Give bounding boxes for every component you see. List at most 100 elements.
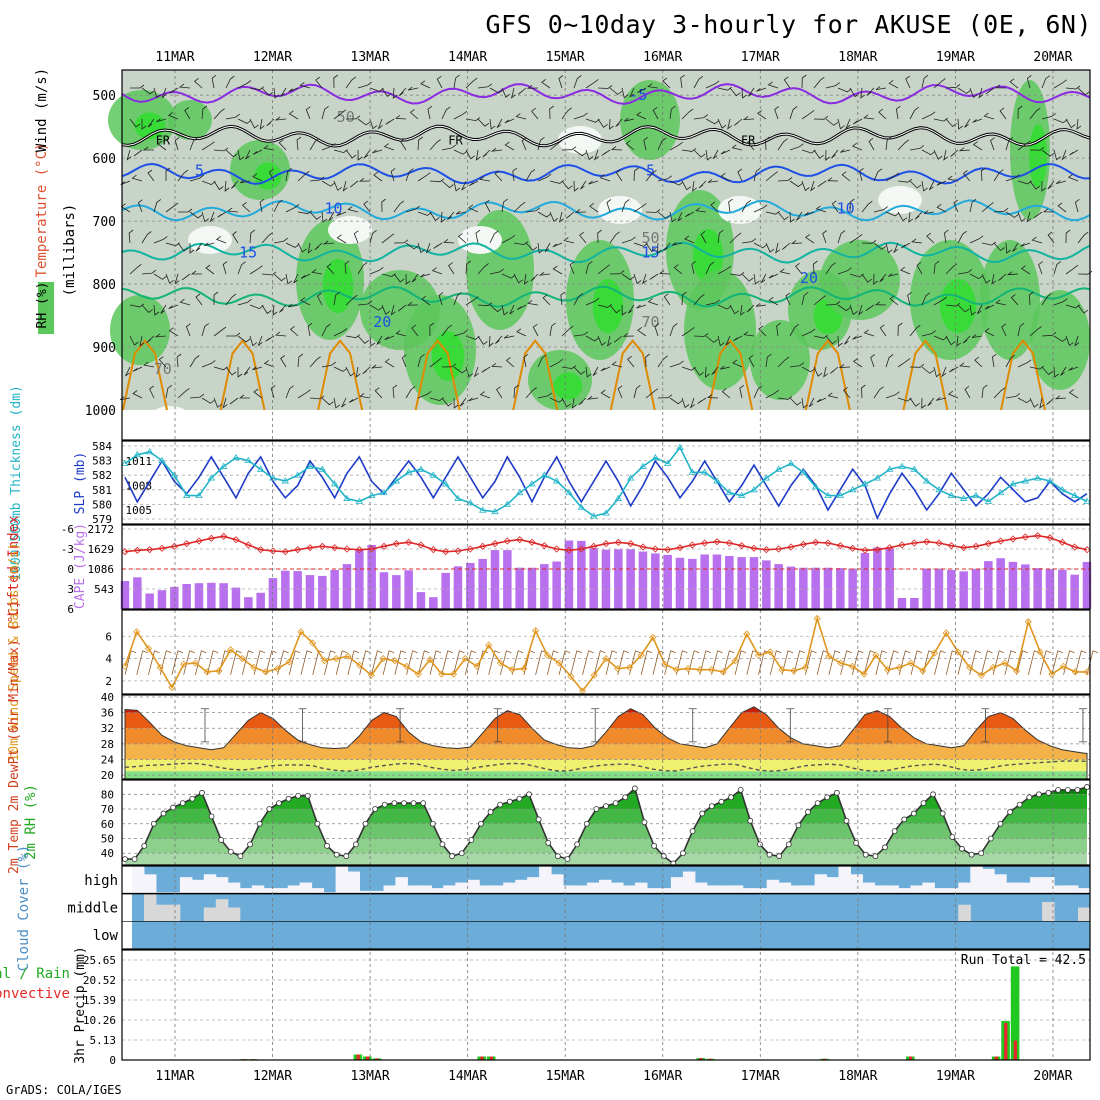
- wind-barb: [201, 141, 215, 151]
- rh-saturated-area: [940, 279, 976, 333]
- thickness-line-point: [404, 468, 413, 475]
- rh-line-point: [189, 795, 196, 802]
- rh-line-point: [583, 820, 590, 827]
- wind-barb: [647, 83, 659, 89]
- cloud-cell: [167, 904, 181, 922]
- wind-barb: [393, 273, 405, 283]
- wind-barb: [627, 355, 635, 368]
- pressure-tick-label: 800: [93, 278, 116, 293]
- wind-barb: [273, 273, 286, 282]
- rh2m-axis-label: 2m RH (%): [23, 784, 39, 860]
- wind-barb: [728, 198, 733, 213]
- wind-speed-line-point: [696, 666, 704, 674]
- wind-barb: [425, 242, 431, 254]
- wind10m-axis-label: 10m Wind Speed & Barbs (m/s): [7, 542, 22, 761]
- temp-tick-label: 40: [101, 691, 114, 704]
- li-line-point: [528, 538, 536, 546]
- wind-barb: [1041, 180, 1047, 192]
- wind-barb: [429, 139, 441, 151]
- panel-frame: [121, 865, 1091, 950]
- li-line-point: [207, 534, 215, 542]
- wind-barb: [984, 304, 995, 310]
- wind-barb: [657, 394, 673, 399]
- cape-bar: [1008, 561, 1018, 609]
- cape-bar: [897, 598, 907, 609]
- rh-line-point: [814, 800, 821, 807]
- wind-barb: [699, 650, 712, 675]
- rh-line-point: [1064, 786, 1071, 793]
- cloud-cell: [491, 885, 504, 894]
- wind-barb: [532, 323, 539, 337]
- cloud-cell: [658, 888, 672, 894]
- wind-barb: [705, 366, 710, 378]
- thickness-line-point: [219, 462, 228, 469]
- li-line-point: [491, 540, 499, 548]
- li-line-point: [577, 545, 585, 553]
- wind-barb: [397, 304, 407, 312]
- wind-barb: [1029, 146, 1045, 151]
- cape-bar: [120, 581, 130, 609]
- wind-speed-line-point: [532, 627, 540, 635]
- wind-barb: [593, 149, 599, 161]
- wind-barb: [1009, 78, 1019, 89]
- temperature-axis-label: Temperature (°C): [34, 143, 50, 278]
- wind-barb: [885, 391, 900, 399]
- wind-barb: [813, 366, 823, 377]
- wind-barb: [633, 384, 641, 399]
- wind-barb: [921, 330, 936, 337]
- wind-barb: [831, 149, 839, 159]
- li-line-point: [170, 542, 178, 550]
- precip-tick-label: 25.65: [83, 954, 116, 967]
- wind-barb: [573, 292, 584, 306]
- wind-barb: [477, 302, 493, 307]
- rh-line-point: [651, 842, 657, 849]
- wind-barb: [643, 136, 649, 151]
- cape-bar: [342, 564, 352, 609]
- wind-speed-line-point: [614, 665, 622, 673]
- rh-line-point: [833, 789, 840, 796]
- wind-barb: [249, 118, 259, 129]
- wind-barb: [801, 397, 808, 409]
- date-label-bottom: 17MAR: [741, 1069, 780, 1084]
- wind-barb: [130, 84, 145, 89]
- wind-barb: [624, 117, 635, 122]
- wind-barb: [132, 366, 143, 372]
- slp-tick-label: 1005: [126, 504, 153, 517]
- wind-barb: [359, 392, 371, 399]
- wind-barb: [392, 87, 398, 99]
- li-line-point: [849, 544, 857, 552]
- wind-barb: [369, 118, 378, 130]
- wind-barb: [926, 232, 935, 244]
- contour-label: FR: [448, 133, 463, 147]
- wind-barb: [863, 329, 875, 337]
- li-tick-label: -3: [61, 543, 74, 556]
- wind-barb: [552, 242, 563, 248]
- wind-barb: [804, 211, 815, 216]
- rh-dry-area: [458, 226, 502, 254]
- wind-barb: [625, 140, 635, 151]
- thickness-tick-label: 582: [92, 469, 112, 482]
- rh-line-point: [333, 851, 340, 858]
- wind-barb: [1031, 236, 1043, 244]
- wind-barb: [1077, 231, 1089, 244]
- thickness-tick-label: 581: [92, 484, 112, 497]
- wind-barb: [549, 397, 564, 403]
- wind-barb: [321, 323, 331, 337]
- cape-bar: [774, 564, 783, 609]
- rh-line-point: [237, 853, 244, 860]
- wind-barb: [299, 82, 311, 89]
- wind-barb: [429, 322, 435, 337]
- wind-speed-line-point: [250, 663, 258, 672]
- wind-barb: [541, 78, 551, 89]
- rh-line-point: [939, 810, 946, 817]
- pressure-tick-label: 700: [93, 215, 116, 230]
- wind-barb: [479, 176, 491, 182]
- wind-barb: [936, 180, 947, 186]
- wind-barb: [593, 650, 606, 675]
- wind-barb: [237, 80, 252, 89]
- wind-barb: [405, 386, 416, 399]
- wind-barb: [669, 360, 684, 368]
- date-gridlines: [174, 70, 1054, 1060]
- wind-barb: [825, 149, 830, 161]
- wind-barb: [933, 335, 948, 341]
